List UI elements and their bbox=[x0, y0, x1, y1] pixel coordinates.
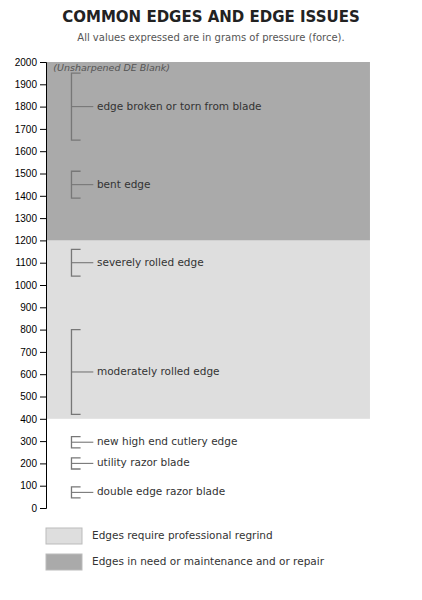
range-label: utility razor blade bbox=[97, 456, 190, 468]
range-leader bbox=[71, 184, 93, 185]
y-tick: 100 bbox=[20, 480, 46, 491]
y-tick-mark bbox=[40, 397, 46, 398]
y-axis: 0 100 200 300 400 500 600 700 800 900 1000 1100 1200… bbox=[15, 57, 47, 514]
y-tick: 300 bbox=[20, 436, 46, 447]
y-tick: 900 bbox=[20, 302, 46, 313]
legend-item: Edges require professional regrind bbox=[46, 528, 273, 544]
y-tick-mark bbox=[40, 307, 46, 308]
range-label: moderately rolled edge bbox=[97, 365, 220, 377]
y-tick: 0 bbox=[31, 503, 46, 514]
y-tick: 2000 bbox=[15, 57, 46, 68]
marks bbox=[46, 62, 370, 498]
y-tick-label: 400 bbox=[20, 414, 37, 425]
legend-label: Edges in need or maintenance and or repa… bbox=[92, 555, 325, 567]
legend-item: Edges in need or maintenance and or repa… bbox=[46, 554, 325, 570]
y-tick-label: 1100 bbox=[15, 257, 37, 268]
y-tick: 400 bbox=[20, 414, 46, 425]
y-tick-label: 900 bbox=[20, 302, 37, 313]
plot: edge broken or torn from blade bent edge s… bbox=[15, 57, 370, 514]
y-tick: 1700 bbox=[15, 124, 46, 135]
range-label: bent edge bbox=[97, 178, 150, 190]
y-tick: 600 bbox=[20, 369, 46, 380]
y-tick: 1600 bbox=[15, 146, 46, 157]
y-tick: 200 bbox=[20, 458, 46, 469]
range-label: double edge razor blade bbox=[97, 485, 225, 497]
legend-swatch bbox=[46, 528, 82, 544]
y-tick-mark bbox=[40, 218, 46, 219]
range-leader bbox=[71, 442, 93, 443]
y-tick-label: 200 bbox=[20, 458, 37, 469]
y-tick: 1500 bbox=[15, 168, 46, 179]
y-tick: 1800 bbox=[15, 101, 46, 112]
y-tick: 700 bbox=[20, 347, 46, 358]
y-tick-mark bbox=[40, 240, 46, 241]
y-tick-mark bbox=[40, 441, 46, 442]
y-tick-mark bbox=[40, 151, 46, 152]
y-tick-label: 100 bbox=[20, 480, 37, 491]
y-tick: 800 bbox=[20, 324, 46, 335]
y-tick-label: 300 bbox=[20, 436, 37, 447]
y-tick-label: 1900 bbox=[15, 79, 38, 90]
y-tick-mark bbox=[40, 330, 46, 331]
y-tick: 1300 bbox=[15, 213, 46, 224]
y-tick-label: 1800 bbox=[15, 101, 38, 112]
title: COMMON EDGES AND EDGE ISSUES bbox=[62, 8, 359, 26]
y-tick: 1900 bbox=[15, 79, 46, 90]
y-tick-mark bbox=[40, 285, 46, 286]
y-tick-mark bbox=[40, 486, 46, 487]
y-tick-label: 600 bbox=[20, 369, 37, 380]
y-tick-label: 0 bbox=[31, 503, 37, 514]
range-leader bbox=[71, 262, 93, 263]
y-tick: 1400 bbox=[15, 191, 46, 202]
y-tick-label: 1500 bbox=[15, 168, 38, 179]
y-tick-label: 800 bbox=[20, 324, 37, 335]
legend-swatch bbox=[46, 554, 82, 570]
y-tick-mark bbox=[40, 352, 46, 353]
y-tick: 1200 bbox=[15, 235, 46, 246]
y-tick-mark bbox=[40, 174, 46, 175]
range-leader bbox=[71, 463, 93, 464]
y-tick-mark bbox=[40, 196, 46, 197]
y-tick-mark bbox=[40, 84, 46, 85]
y-tick-label: 1000 bbox=[15, 280, 38, 291]
y-tick: 500 bbox=[20, 391, 46, 402]
y-tick-label: 1600 bbox=[15, 146, 38, 157]
chart: COMMON EDGES AND EDGE ISSUES All values e… bbox=[0, 0, 422, 600]
y-tick-label: 1400 bbox=[15, 191, 38, 202]
y-tick-label: 700 bbox=[20, 347, 37, 358]
range-label: severely rolled edge bbox=[97, 256, 204, 268]
y-tick-mark bbox=[40, 107, 46, 108]
y-tick-label: 1200 bbox=[15, 235, 38, 246]
legend-label: Edges require professional regrind bbox=[92, 529, 273, 541]
range-label: edge broken or torn from blade bbox=[97, 100, 262, 112]
y-tick-mark bbox=[40, 419, 46, 420]
y-tick-mark bbox=[40, 463, 46, 464]
range-label: new high end cutlery edge bbox=[97, 435, 237, 447]
y-tick-mark bbox=[40, 129, 46, 130]
range-labels: edge broken or torn from blade bent edge s… bbox=[97, 100, 262, 498]
y-tick-label: 1700 bbox=[15, 124, 38, 135]
y-tick-label: 1300 bbox=[15, 213, 38, 224]
y-tick: 1100 bbox=[15, 257, 46, 268]
y-tick-mark bbox=[40, 374, 46, 375]
range-leader bbox=[71, 106, 93, 107]
zone bbox=[46, 62, 370, 240]
y-tick-label: 500 bbox=[20, 391, 37, 402]
y-tick-mark bbox=[40, 508, 46, 509]
y-tick: 1000 bbox=[15, 280, 46, 291]
annotation: (Unsharpened DE Blank) bbox=[53, 62, 170, 73]
zone bbox=[46, 240, 370, 418]
subtitle: All values expressed are in grams of pre… bbox=[77, 32, 344, 43]
y-tick-label: 2000 bbox=[15, 57, 38, 68]
y-tick-mark bbox=[40, 62, 46, 63]
range-leader bbox=[71, 492, 93, 493]
y-tick-mark bbox=[40, 263, 46, 264]
legend: Edges require professional regrind Edges … bbox=[46, 528, 325, 570]
y-axis-line bbox=[40, 63, 47, 509]
range-leader bbox=[71, 371, 93, 372]
